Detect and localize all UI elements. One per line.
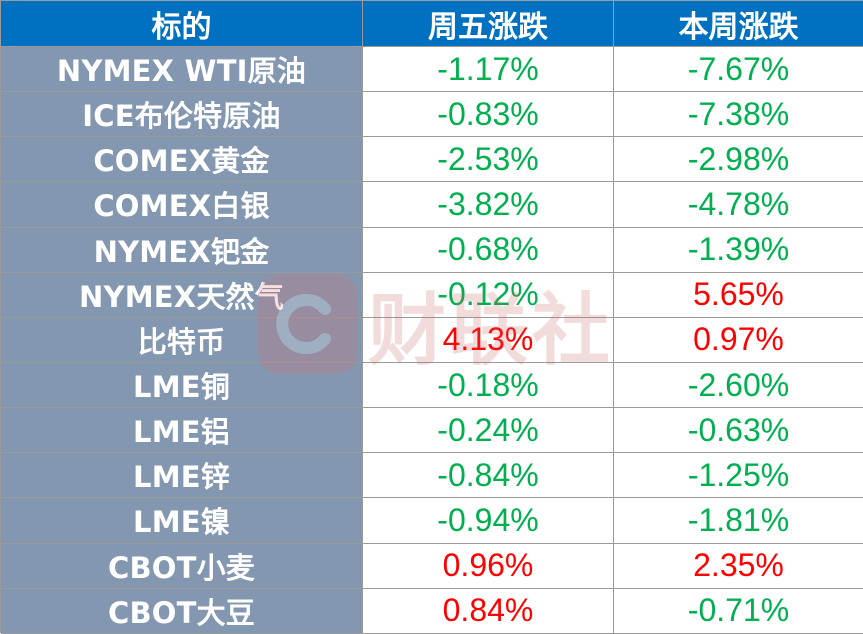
week-change-value: -7.67% (614, 47, 863, 93)
row-name: NYMEX钯金 (1, 227, 363, 273)
row-name: LME铝 (1, 408, 363, 454)
week-change-value: -0.71% (614, 588, 863, 634)
week-change-value: -0.63% (614, 408, 863, 454)
row-name: CBOT小麦 (1, 543, 363, 589)
friday-change-value: -2.53% (363, 137, 614, 183)
header-friday-change: 周五涨跌 (363, 1, 614, 47)
friday-change-value: -0.18% (363, 362, 614, 409)
friday-change-value: -0.94% (363, 498, 614, 544)
row-name: CBOT大豆 (1, 588, 363, 634)
week-change-value: 2.35% (614, 543, 863, 589)
row-name: LME铜 (1, 362, 363, 409)
header-week-change: 本周涨跌 (614, 1, 863, 47)
week-change-value: -1.39% (614, 227, 863, 273)
row-name: LME锌 (1, 453, 363, 499)
row-name: COMEX黄金 (1, 137, 363, 183)
row-name: NYMEX天然气 (1, 272, 363, 318)
week-change-value: -2.98% (614, 137, 863, 183)
row-name: ICE布伦特原油 (1, 92, 363, 138)
friday-change-value: -0.84% (363, 453, 614, 499)
row-name: NYMEX WTI原油 (1, 47, 363, 93)
row-name: COMEX白银 (1, 182, 363, 228)
friday-change-value: -0.24% (363, 408, 614, 454)
week-change-value: -1.81% (614, 498, 863, 544)
friday-change-value: 0.84% (363, 588, 614, 634)
week-change-value: -2.60% (614, 362, 863, 409)
week-change-value: -4.78% (614, 182, 863, 228)
header-name: 标的 (1, 1, 363, 47)
friday-change-value: -3.82% (363, 182, 614, 228)
week-change-value: -1.25% (614, 453, 863, 499)
week-change-value: 5.65% (614, 272, 863, 318)
friday-change-value: 4.13% (363, 317, 614, 363)
friday-change-value: -0.68% (363, 227, 614, 273)
week-change-value: 0.97% (614, 317, 863, 363)
row-name: LME镍 (1, 498, 363, 544)
week-change-value: -7.38% (614, 92, 863, 138)
friday-change-value: -1.17% (363, 47, 614, 93)
row-name: 比特币 (1, 317, 363, 363)
friday-change-value: -0.83% (363, 92, 614, 138)
friday-change-value: 0.96% (363, 543, 614, 589)
friday-change-value: -0.12% (363, 272, 614, 318)
